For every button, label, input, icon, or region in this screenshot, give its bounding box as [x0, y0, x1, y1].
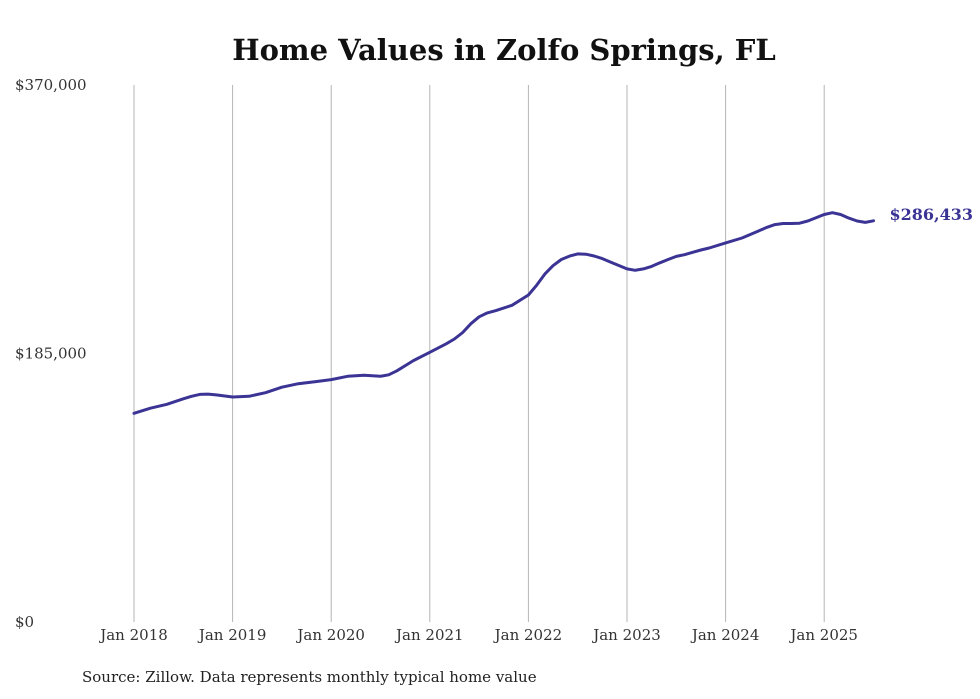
chart-title: Home Values in Zolfo Springs, FL	[232, 33, 776, 67]
y-tick-label: $370,000	[15, 76, 87, 94]
series-line	[132, 211, 875, 415]
x-axis-ticks: Jan 2018 Jan 2019 Jan 2020 Jan 2021 Jan 2022…	[98, 626, 858, 644]
y-axis-ticks: $0 $185,000 $370,000	[15, 76, 87, 631]
gridlines	[133, 85, 825, 622]
x-tick-label: Jan 2019	[197, 626, 267, 644]
y-tick-label: $185,000	[15, 345, 87, 363]
x-tick-label: Jan 2020	[295, 626, 365, 644]
y-tick-label: $0	[15, 613, 34, 631]
x-tick-label: Jan 2021	[394, 626, 464, 644]
end-value-label: $286,433	[890, 205, 974, 224]
source-note: Source: Zillow. Data represents monthly …	[82, 668, 537, 686]
x-tick-label: Jan 2018	[98, 626, 168, 644]
x-tick-label: Jan 2024	[690, 626, 760, 644]
x-tick-label: Jan 2025	[788, 626, 858, 644]
x-tick-label: Jan 2022	[493, 626, 563, 644]
x-tick-label: Jan 2023	[591, 626, 661, 644]
